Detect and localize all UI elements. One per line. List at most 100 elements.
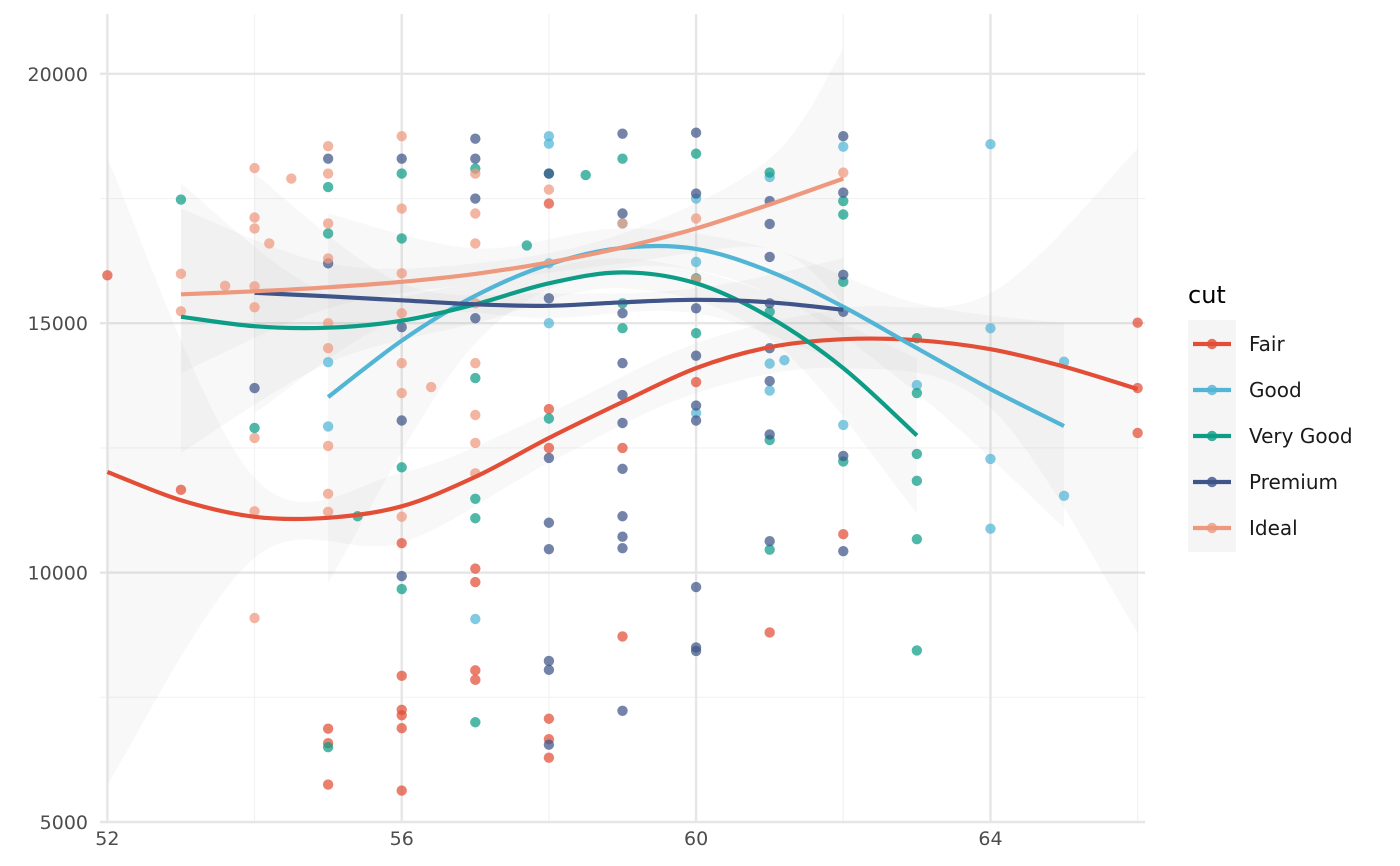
scatter-point xyxy=(764,358,775,369)
legend-key-point xyxy=(1206,430,1218,442)
scatter-point xyxy=(470,357,481,369)
scatter-point xyxy=(396,537,407,549)
scatter-point xyxy=(690,328,702,339)
scatter-point xyxy=(322,168,334,179)
scatter-point xyxy=(911,448,923,460)
scatter-point xyxy=(838,209,849,220)
scatter-point xyxy=(617,463,628,475)
scatter-point xyxy=(690,303,702,314)
scatter-point xyxy=(543,138,555,149)
scatter-point xyxy=(911,534,923,545)
scatter-point xyxy=(985,138,996,150)
x-tick-label: 56 xyxy=(390,828,414,850)
scatter-point xyxy=(322,723,334,734)
scatter-point xyxy=(470,576,481,588)
scatter-point xyxy=(396,203,407,214)
scatter-point xyxy=(396,153,407,164)
trend-lines xyxy=(106,176,1139,522)
confidence-band xyxy=(107,148,1138,785)
scatter-point xyxy=(470,133,481,144)
scatter-point xyxy=(838,450,849,462)
legend-label: Good xyxy=(1249,378,1302,402)
trend-line xyxy=(106,336,1139,522)
scatter-point xyxy=(175,484,187,496)
scatter-point xyxy=(911,379,923,391)
scatter-point xyxy=(617,389,628,401)
scatter-point xyxy=(249,612,260,624)
scatter-point xyxy=(543,452,555,464)
scatter-point xyxy=(396,723,407,734)
scatter-point xyxy=(470,613,481,625)
scatter-point xyxy=(543,752,555,763)
scatter-point xyxy=(249,382,260,394)
legend-label: Very Good xyxy=(1249,424,1353,448)
scatter-point xyxy=(396,583,407,595)
scatter-point xyxy=(1132,317,1143,328)
scatter-point xyxy=(470,493,481,504)
scatter-point xyxy=(322,356,334,368)
legend-label: Fair xyxy=(1249,332,1285,356)
legend-label: Ideal xyxy=(1249,516,1298,540)
scatter-point xyxy=(470,674,481,686)
scatter-point xyxy=(617,208,628,219)
legend-key-point xyxy=(1206,522,1218,534)
scatter-point xyxy=(543,739,555,750)
scatter-point xyxy=(690,415,702,426)
x-axis: 52 56 60 64 xyxy=(95,828,1002,850)
scatter-point xyxy=(470,168,481,179)
scatter-point xyxy=(617,542,628,554)
scatter-point xyxy=(543,664,555,676)
scatter-point xyxy=(396,130,407,142)
scatter-point xyxy=(249,212,260,223)
scatter-point xyxy=(617,218,628,229)
trend-line xyxy=(180,270,919,438)
scatter-point xyxy=(617,323,628,334)
y-axis: 5000 10000 15000 20000 xyxy=(28,64,88,834)
scatter-point xyxy=(985,523,996,534)
scatter-point xyxy=(543,517,555,528)
scatter-point xyxy=(764,251,775,263)
scatter-point xyxy=(543,403,555,415)
scatter-point xyxy=(617,357,628,369)
scatter-point xyxy=(911,387,923,399)
scatter-point xyxy=(396,233,407,244)
scatter-point xyxy=(838,141,849,152)
legend-key-point xyxy=(1206,338,1218,350)
x-tick-label: 60 xyxy=(684,828,708,850)
scatter-point xyxy=(690,188,702,199)
legend: cut Fair Good Very Good Premium Ideal xyxy=(1188,281,1353,552)
scatter-point xyxy=(543,130,555,142)
scatter-point xyxy=(322,741,334,753)
scatter-point xyxy=(322,440,334,452)
scatter-point xyxy=(396,462,407,473)
scatter-point xyxy=(322,342,334,354)
scatter-point xyxy=(690,213,702,224)
scatter-point xyxy=(1132,427,1143,439)
y-tick-label: 20000 xyxy=(28,64,88,86)
scatter-point xyxy=(985,453,996,465)
scatter-point xyxy=(543,413,555,424)
scatter-point xyxy=(838,167,849,178)
scatter-point xyxy=(322,140,334,152)
scatter-point xyxy=(396,415,407,426)
scatter-point xyxy=(521,240,533,251)
scatter-point xyxy=(322,218,334,229)
scatter-point xyxy=(396,570,407,582)
scatter-point xyxy=(543,318,555,329)
scatter-point xyxy=(264,238,275,249)
scatter-point xyxy=(779,354,790,366)
scatter-point xyxy=(322,421,334,432)
scatter-point xyxy=(1058,490,1070,502)
scatter-point xyxy=(470,513,481,524)
scatter-point xyxy=(543,655,555,667)
scatter-point xyxy=(764,544,775,555)
scatter-points xyxy=(102,127,1143,796)
scatter-point xyxy=(764,385,775,396)
scatter-point xyxy=(985,323,996,334)
scatter-point xyxy=(617,153,628,164)
scatter-point xyxy=(470,563,481,574)
scatter-point xyxy=(470,409,481,421)
scatter-point xyxy=(617,511,628,522)
scatter-point xyxy=(690,256,702,268)
